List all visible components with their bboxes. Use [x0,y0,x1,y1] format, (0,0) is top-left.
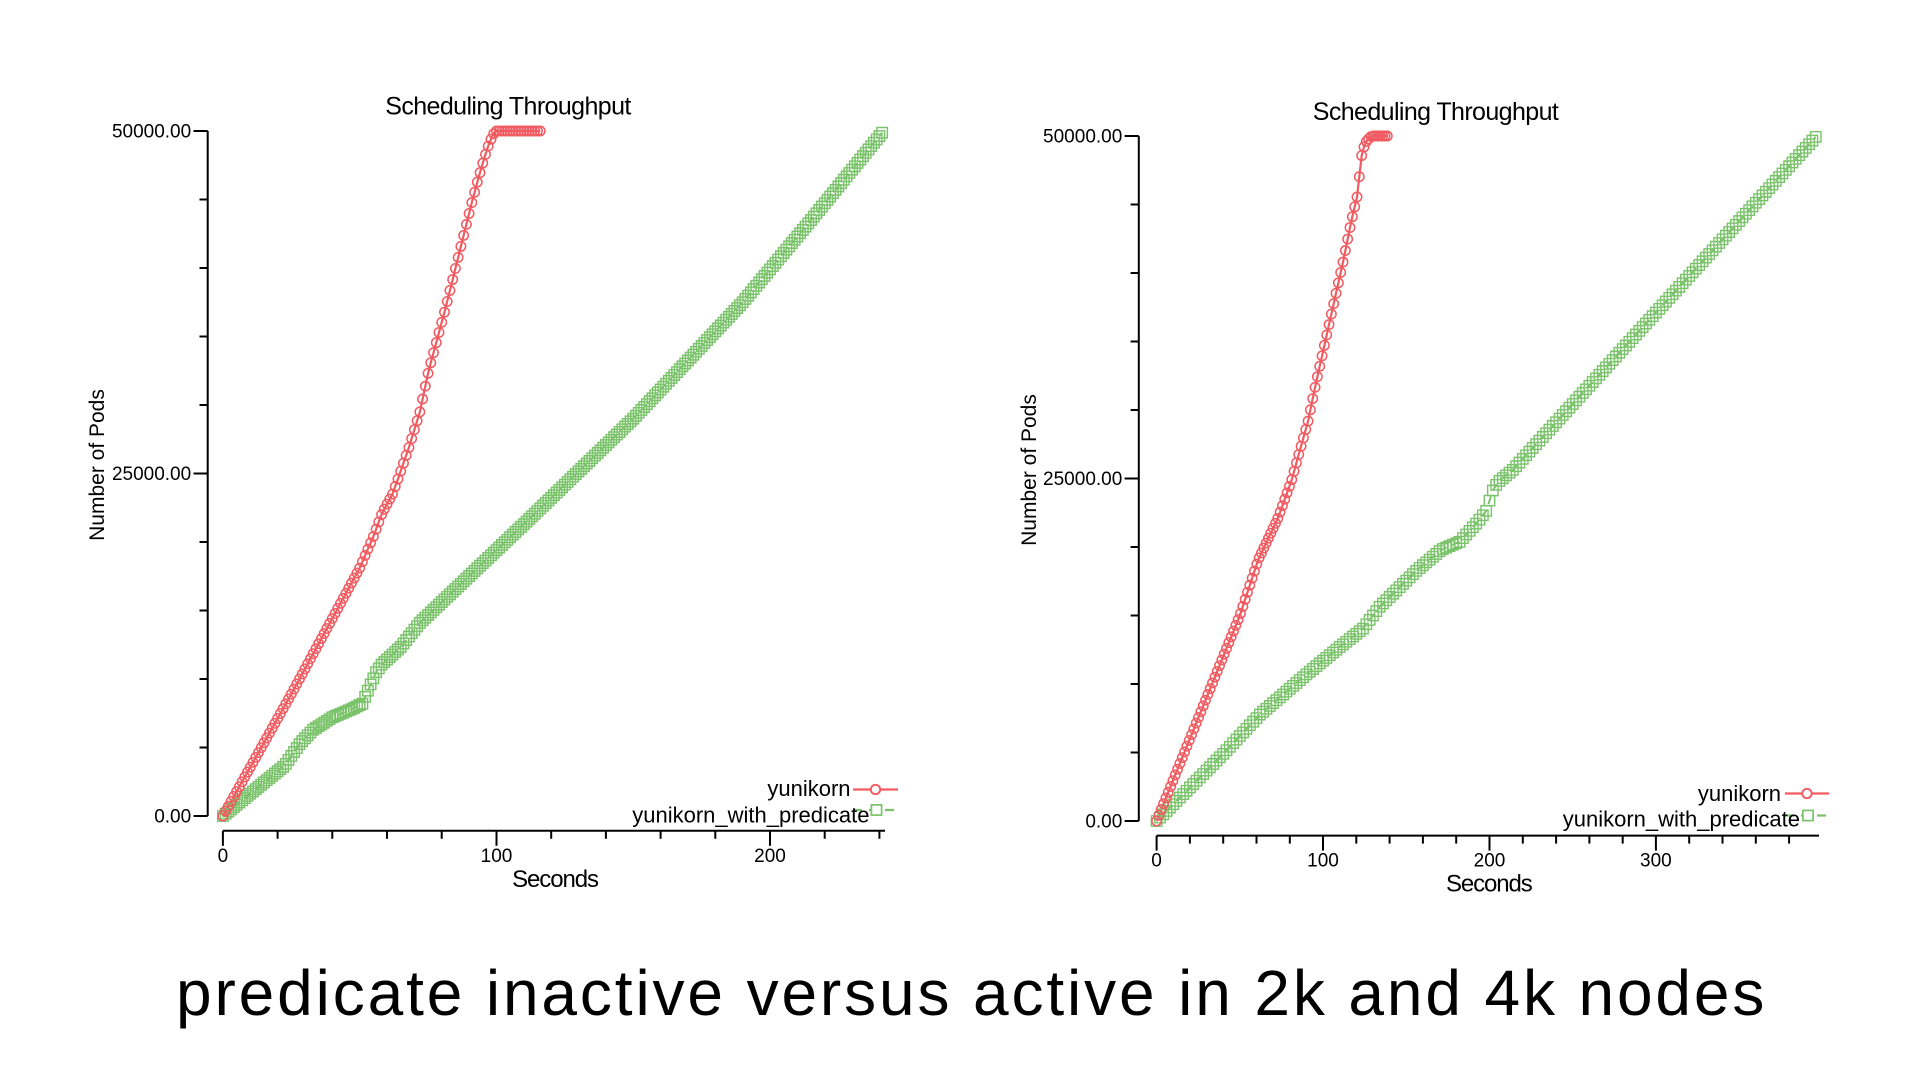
svg-text:0.00: 0.00 [1085,812,1122,833]
svg-text:0: 0 [218,846,229,867]
svg-text:Scheduling Throughput: Scheduling Throughput [1313,98,1559,126]
svg-text:200: 200 [1474,851,1506,872]
svg-text:50000.00: 50000.00 [1043,127,1122,148]
svg-text:25000.00: 25000.00 [112,464,191,485]
svg-text:0: 0 [1151,851,1162,872]
svg-text:Number of Pods: Number of Pods [86,389,109,541]
svg-text:200: 200 [754,846,786,867]
svg-text:50000.00: 50000.00 [112,122,191,143]
svg-text:Seconds: Seconds [512,866,599,893]
svg-text:Number of Pods: Number of Pods [1018,394,1041,546]
svg-text:yunikorn_with_predicate: yunikorn_with_predicate [632,803,869,828]
svg-text:yunikorn: yunikorn [1698,781,1781,806]
svg-text:yunikorn: yunikorn [767,776,850,801]
svg-text:300: 300 [1640,851,1672,872]
svg-text:0.00: 0.00 [154,807,191,828]
svg-text:25000.00: 25000.00 [1043,469,1122,490]
svg-text:Scheduling Throughput: Scheduling Throughput [385,93,631,121]
svg-text:100: 100 [481,846,513,867]
svg-text:yunikorn_with_predicate: yunikorn_with_predicate [1563,807,1800,832]
svg-text:100: 100 [1307,851,1339,872]
svg-text:Seconds: Seconds [1446,871,1533,898]
